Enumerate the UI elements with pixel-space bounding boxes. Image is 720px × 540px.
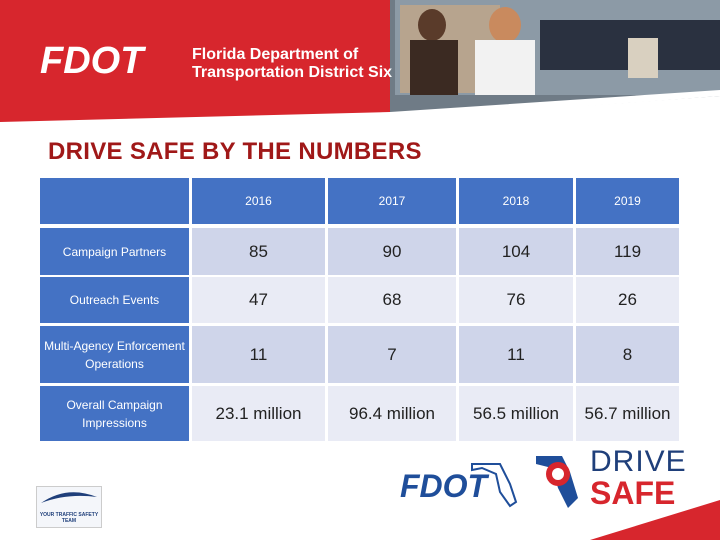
table-cell: 119 [576,228,679,275]
column-header: 2018 [459,178,573,224]
footer-safe: SAFE [590,475,676,511]
table-cell: 56.7 million [576,386,679,441]
table-cell: 26 [576,277,679,323]
header-logo: FDOT [40,40,144,82]
table-cell: 104 [459,228,573,275]
table-cell: 23.1 million [192,386,325,441]
row-label: Overall Campaign Impressions [40,386,189,441]
table-cell: 90 [328,228,456,275]
table-cell: 11 [192,326,325,383]
table-cell: 96.4 million [328,386,456,441]
column-header: 2017 [328,178,456,224]
header-corner [40,178,189,224]
org-line: Florida Department of [192,46,359,63]
table-cell: 8 [576,326,679,383]
footer-drive: DRIVE [590,445,687,478]
row-label: Outreach Events [40,277,189,323]
drive-safe-icon [536,456,578,508]
footer-fdot: FDOT [400,468,488,504]
column-header: 2016 [192,178,325,224]
table-cell: 76 [459,277,573,323]
table-cell: 47 [192,277,325,323]
row-label: Multi-Agency Enforcement Operations [40,326,189,383]
florida-outline [471,463,518,508]
column-header: 2019 [576,178,679,224]
row-label: Campaign Partners [40,228,189,275]
table-cell: 11 [459,326,573,383]
slide-title: DRIVE SAFE BY THE NUMBERS [48,138,422,165]
table-cell: 85 [192,228,325,275]
team-logo: YOUR TRAFFIC SAFETY TEAM [36,486,102,528]
team-logo-text: YOUR TRAFFIC SAFETY TEAM [39,512,99,524]
corner-accent [590,500,720,540]
header-banner [0,0,720,134]
header-org: Florida Department of Transportation Dis… [192,46,392,82]
table-cell: 7 [328,326,456,383]
org-line: Transportation District Six [192,64,393,81]
team-logo-swoosh [41,492,97,503]
table-cell: 68 [328,277,456,323]
table-cell: 56.5 million [459,386,573,441]
